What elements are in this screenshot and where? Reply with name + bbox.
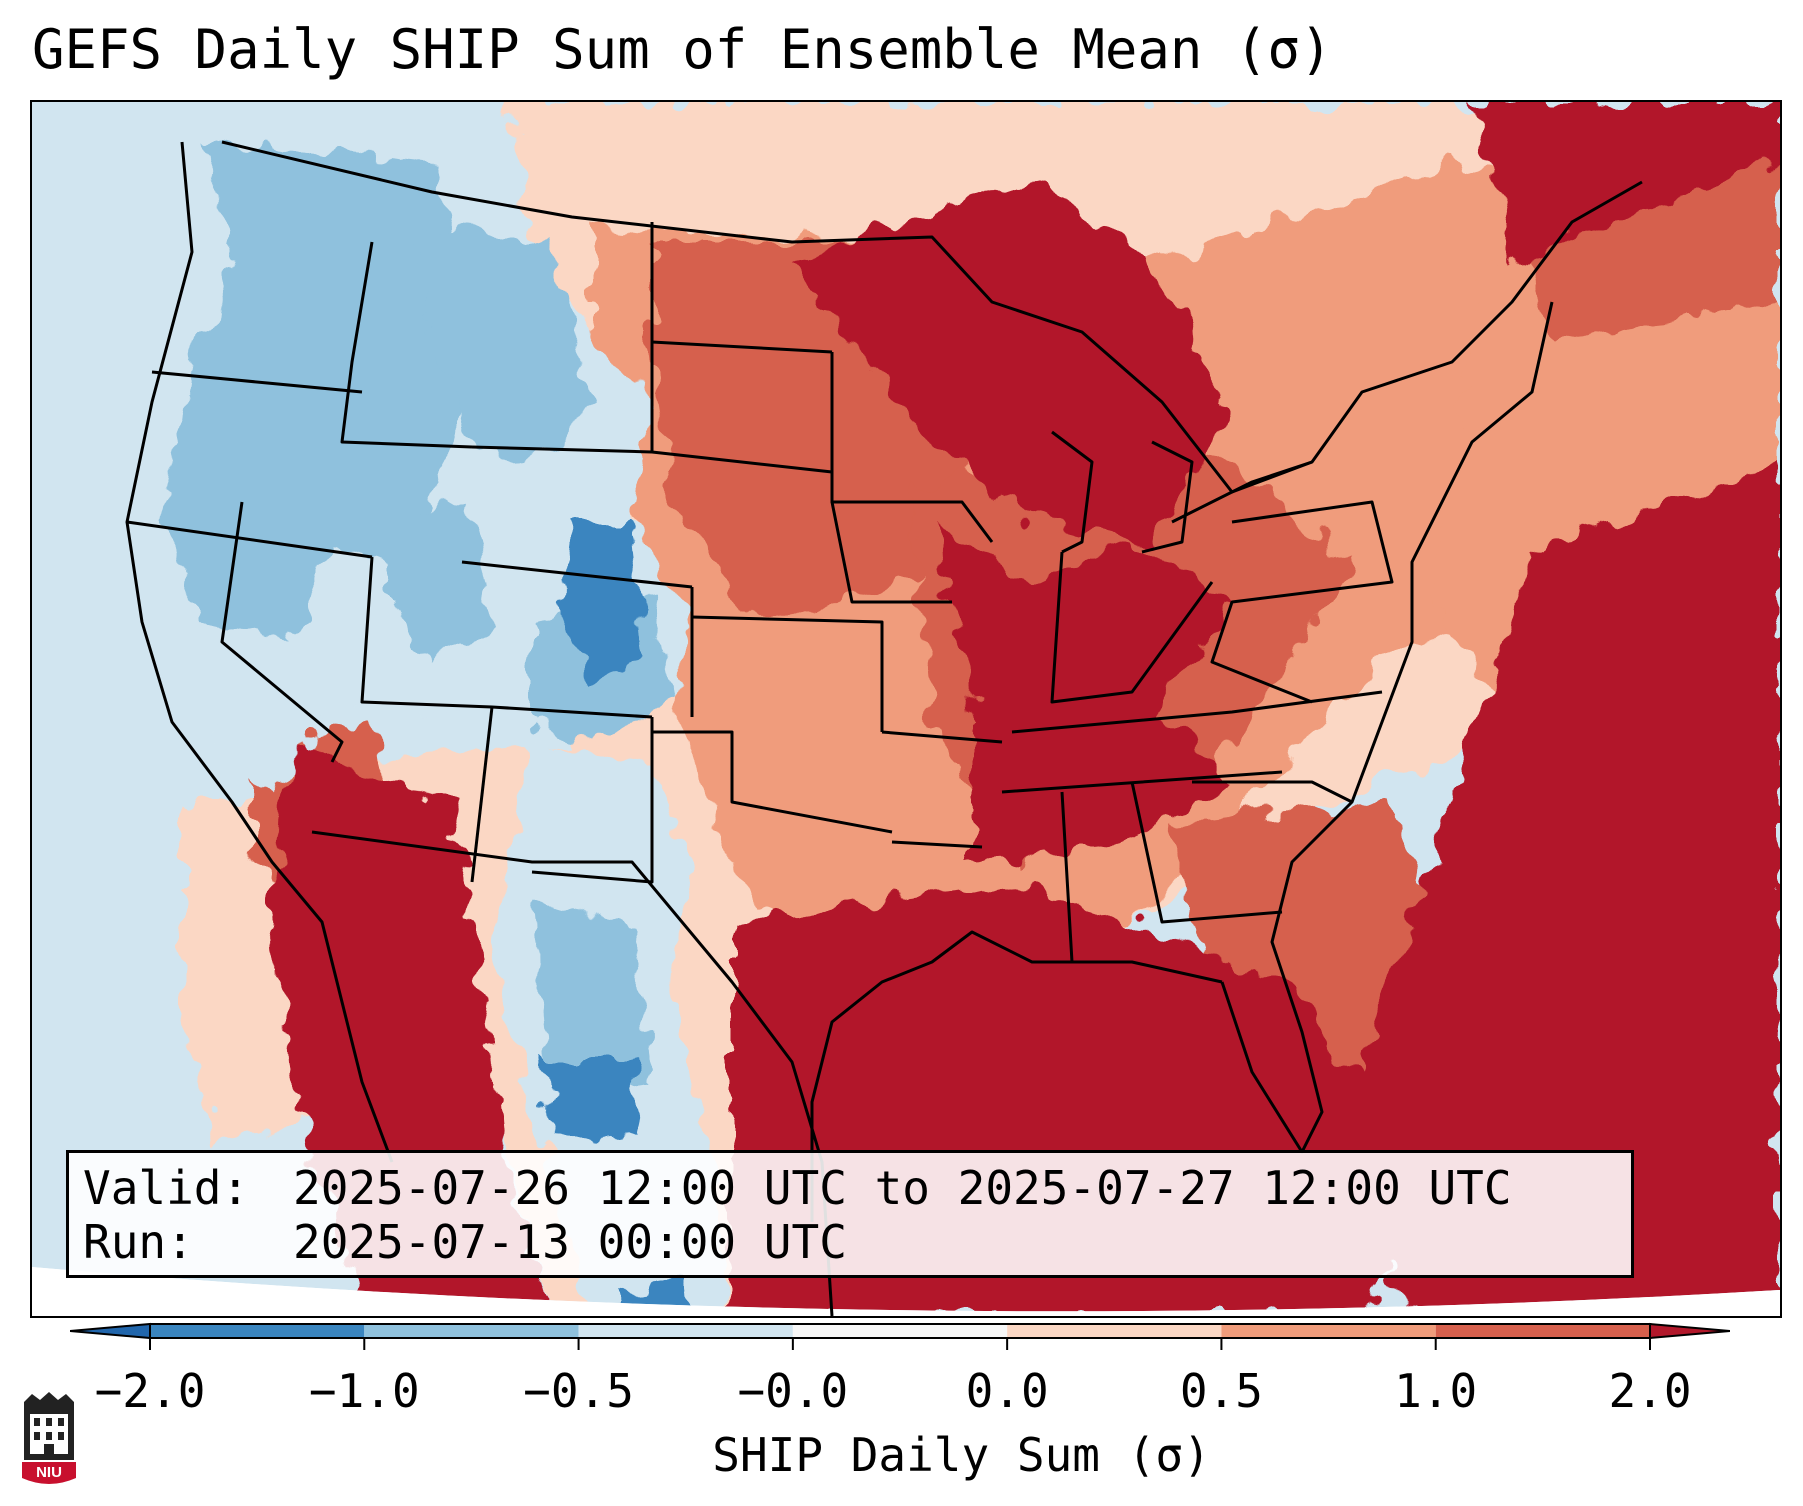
anomaly-region-very-negative: [542, 1062, 642, 1142]
colorbar-tick-label: −1.0: [308, 1364, 420, 1418]
pa-ny-oh-wv: [1210, 500, 1394, 704]
colorbar-frame: [149, 1323, 1651, 1339]
map-title: GEFS Daily SHIP Sum of Ensemble Mean (σ): [32, 18, 1333, 81]
map-panel: [30, 100, 1782, 1318]
nv-az: [220, 501, 344, 763]
nc-sc: [1192, 780, 1353, 804]
colorbar-tick-label: 2.0: [1608, 1364, 1692, 1418]
state-borders: [125, 140, 1643, 1316]
colorbar-tick-label: −0.0: [737, 1364, 849, 1418]
anomaly-region-extreme-positive: [1472, 102, 1780, 262]
colorbar-bin: [578, 1324, 793, 1338]
ut-co-az-nm: [360, 556, 653, 719]
valid-run-info-box: Valid: 2025-07-26 12:00 UTC to 2025-07-27…: [66, 1150, 1634, 1278]
valid-time: 2025-07-26 12:00 UTC to 2025-07-27 12:00…: [293, 1161, 1512, 1215]
ar-la: [891, 840, 983, 849]
anomaly-region-negative: [532, 902, 652, 1102]
west-coast: [125, 141, 394, 1163]
az-nm: [470, 706, 494, 883]
anomaly-region-very-negative: [562, 522, 642, 682]
colorbar-bin: [364, 1324, 579, 1338]
sd-ne: [651, 450, 833, 474]
colorbar-under-arrow: [70, 1322, 151, 1340]
colorbar-tick-label: 0.0: [965, 1364, 1049, 1418]
mo-ar: [881, 730, 1003, 744]
il-in-oh: [1050, 551, 1214, 704]
mt-wy-sd: [471, 222, 654, 454]
colorbar-bin: [1221, 1324, 1436, 1338]
id-mt: [340, 241, 473, 449]
anomaly-region-extreme-positive: [972, 702, 1232, 862]
nd-sd: [651, 340, 833, 354]
ia-mo: [830, 501, 952, 604]
colorbar-tick-label: −2.0: [94, 1364, 206, 1418]
wa-or: [151, 370, 363, 394]
colorbar-tick-label: 0.5: [1179, 1364, 1263, 1418]
anomaly-region-negative: [412, 222, 592, 462]
projection-boundary: [32, 1267, 1780, 1316]
anomaly-region-extreme-positive: [1332, 462, 1780, 1312]
valid-key: Valid:: [83, 1161, 250, 1215]
colorbar-over-arrow: [1649, 1322, 1730, 1340]
colorbar-bin: [150, 1324, 365, 1338]
colorbar-bin: [1007, 1324, 1222, 1338]
niu-logo: NIU: [20, 1390, 78, 1490]
colorbar: [70, 1322, 1730, 1350]
gulf-coast: [810, 930, 1223, 1222]
anomaly-region-negative: [392, 502, 492, 662]
anomaly-region-extreme-positive: [792, 182, 1232, 542]
run-key: Run:: [83, 1215, 194, 1269]
ok-tx: [652, 730, 893, 834]
colorbar-tick-label: 1.0: [1394, 1364, 1478, 1418]
colorbar-bin: [792, 1324, 1008, 1338]
us-canada-border: [221, 140, 1643, 494]
run-time: 2025-07-13 00:00 UTC: [293, 1215, 847, 1269]
great-lakes: [1051, 430, 1313, 554]
ks-mo: [691, 615, 884, 732]
anomaly-region-extreme-positive: [932, 522, 1232, 782]
wy-co: [461, 560, 693, 589]
mn-ia-wi: [830, 352, 994, 543]
colorbar-bin: [1435, 1324, 1650, 1338]
anomaly-map: [32, 102, 1780, 1316]
or-ca-nv: [126, 520, 373, 559]
anomaly-field: [32, 102, 1780, 1312]
colorbar-tick-label: −0.5: [523, 1364, 634, 1418]
ky-tn: [1011, 690, 1383, 734]
svg-text:NIU: NIU: [36, 1464, 62, 1481]
colorbar-label: SHIP Daily Sum (σ): [712, 1428, 1211, 1482]
nm-tx: [531, 717, 654, 884]
tn-ms-al-ga: [1001, 770, 1283, 963]
